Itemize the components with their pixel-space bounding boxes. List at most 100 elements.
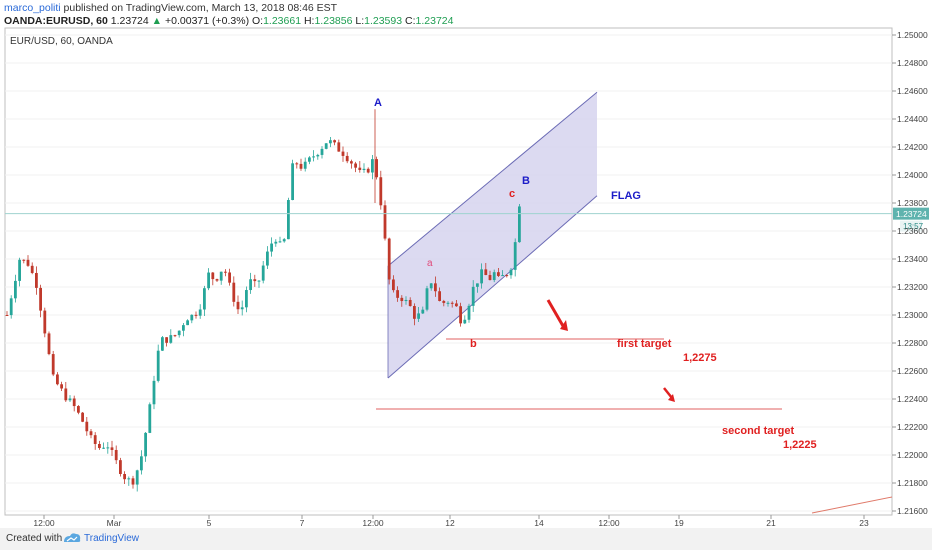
candle bbox=[85, 421, 89, 432]
candle bbox=[224, 271, 227, 273]
candle bbox=[190, 314, 194, 321]
candle bbox=[278, 241, 282, 243]
candle bbox=[476, 283, 479, 287]
candle bbox=[177, 330, 181, 336]
candle bbox=[30, 265, 34, 273]
candle bbox=[488, 275, 492, 281]
candle bbox=[245, 290, 248, 308]
candle bbox=[165, 337, 168, 343]
channel-upper-line[interactable] bbox=[387, 91, 598, 267]
first-target-value: 1,2275 bbox=[683, 352, 717, 364]
candle bbox=[459, 306, 462, 324]
channel-lower-line[interactable] bbox=[387, 195, 598, 379]
candle bbox=[354, 163, 357, 168]
candle bbox=[211, 272, 215, 280]
candle bbox=[413, 306, 416, 319]
candle bbox=[513, 242, 517, 270]
close-label: C: bbox=[405, 15, 416, 27]
candle bbox=[135, 470, 139, 485]
high-label: H: bbox=[303, 15, 315, 27]
candle bbox=[291, 163, 294, 201]
candle bbox=[39, 287, 42, 311]
candle bbox=[408, 299, 412, 307]
y-tick-label: 1.24400 bbox=[897, 114, 928, 124]
wave-a-small-label: a bbox=[427, 258, 433, 269]
channel-fill bbox=[388, 92, 597, 378]
candle bbox=[60, 384, 63, 389]
candle bbox=[320, 148, 324, 155]
candle bbox=[236, 301, 240, 310]
instrument-label: EUR/USD, 60, OANDA bbox=[10, 36, 113, 47]
candle bbox=[282, 239, 286, 242]
candle bbox=[173, 335, 177, 337]
flag-channel[interactable] bbox=[387, 91, 598, 379]
candle bbox=[26, 259, 30, 266]
candle bbox=[266, 251, 269, 266]
candle bbox=[140, 456, 143, 471]
x-tick-label: 12:00 bbox=[33, 518, 55, 528]
candle bbox=[345, 155, 349, 162]
publish-info: marco_politi published on TradingView.co… bbox=[4, 2, 337, 14]
annotations: A B c a b FLAG first target 1,2275 secon… bbox=[374, 97, 893, 514]
candle bbox=[287, 200, 290, 240]
candle bbox=[207, 272, 210, 289]
y-tick-label: 1.24200 bbox=[897, 142, 928, 152]
trend-line-segment[interactable] bbox=[811, 496, 893, 514]
candle bbox=[497, 272, 500, 276]
candle bbox=[22, 259, 26, 261]
candle bbox=[14, 280, 17, 299]
candle bbox=[358, 167, 362, 171]
target-levels[interactable]: 1.23724 13:57 bbox=[5, 207, 929, 410]
time-axis[interactable]: 12:00 Mar 5 7 12:00 12 14 12:00 19 21 23 bbox=[33, 515, 869, 528]
candle bbox=[203, 288, 206, 310]
y-tick-label: 1.21600 bbox=[897, 506, 928, 516]
tradingview-brand[interactable]: TradingView bbox=[84, 533, 140, 544]
open-label: O: bbox=[251, 15, 264, 27]
candle bbox=[131, 478, 135, 485]
last-price: 1.23724 bbox=[110, 15, 149, 27]
candle bbox=[337, 142, 341, 152]
candle bbox=[316, 154, 320, 157]
candle bbox=[77, 406, 80, 413]
candle bbox=[400, 297, 404, 302]
candle bbox=[249, 279, 252, 291]
candle bbox=[295, 163, 299, 165]
change-up-icon: ▲ bbox=[151, 15, 163, 27]
candle bbox=[127, 478, 131, 480]
second-target-value: 1,2225 bbox=[783, 439, 817, 451]
candle bbox=[102, 447, 105, 449]
tradingview-logo-icon[interactable] bbox=[62, 531, 82, 545]
y-tick-label: 1.23000 bbox=[897, 310, 928, 320]
candle bbox=[261, 265, 265, 281]
candle bbox=[392, 279, 395, 291]
down-arrow-icon bbox=[663, 387, 675, 402]
x-tick-label: 5 bbox=[207, 518, 212, 528]
candle bbox=[333, 140, 336, 143]
x-tick-label: 14 bbox=[534, 518, 544, 528]
y-tick-label: 1.24600 bbox=[897, 86, 928, 96]
candle bbox=[303, 161, 307, 169]
y-tick-label: 1.22400 bbox=[897, 394, 928, 404]
x-tick-label: 19 bbox=[674, 518, 684, 528]
y-tick-label: 1.23600 bbox=[897, 226, 928, 236]
candle bbox=[219, 271, 223, 281]
y-tick-label: 1.24000 bbox=[897, 170, 928, 180]
y-tick-label: 1.21800 bbox=[897, 478, 928, 488]
candle bbox=[387, 238, 391, 280]
candle bbox=[51, 354, 55, 375]
author-link[interactable]: marco_politi bbox=[4, 2, 61, 14]
price-axis[interactable]: 1.25000 1.24800 1.24600 1.24400 1.24200 1.240… bbox=[892, 30, 928, 516]
candle bbox=[215, 279, 219, 281]
candle bbox=[35, 272, 38, 288]
candle bbox=[270, 243, 273, 252]
open-value: 1.23661 bbox=[263, 15, 302, 27]
candle bbox=[182, 325, 185, 331]
countdown-text: 13:57 bbox=[903, 222, 924, 231]
candle bbox=[362, 168, 366, 171]
down-arrow-icon bbox=[546, 299, 568, 331]
candle bbox=[442, 300, 446, 303]
first-target-label: first target bbox=[617, 338, 672, 350]
wave-b-small-label: b bbox=[470, 338, 477, 350]
x-tick-label: 12:00 bbox=[362, 518, 384, 528]
